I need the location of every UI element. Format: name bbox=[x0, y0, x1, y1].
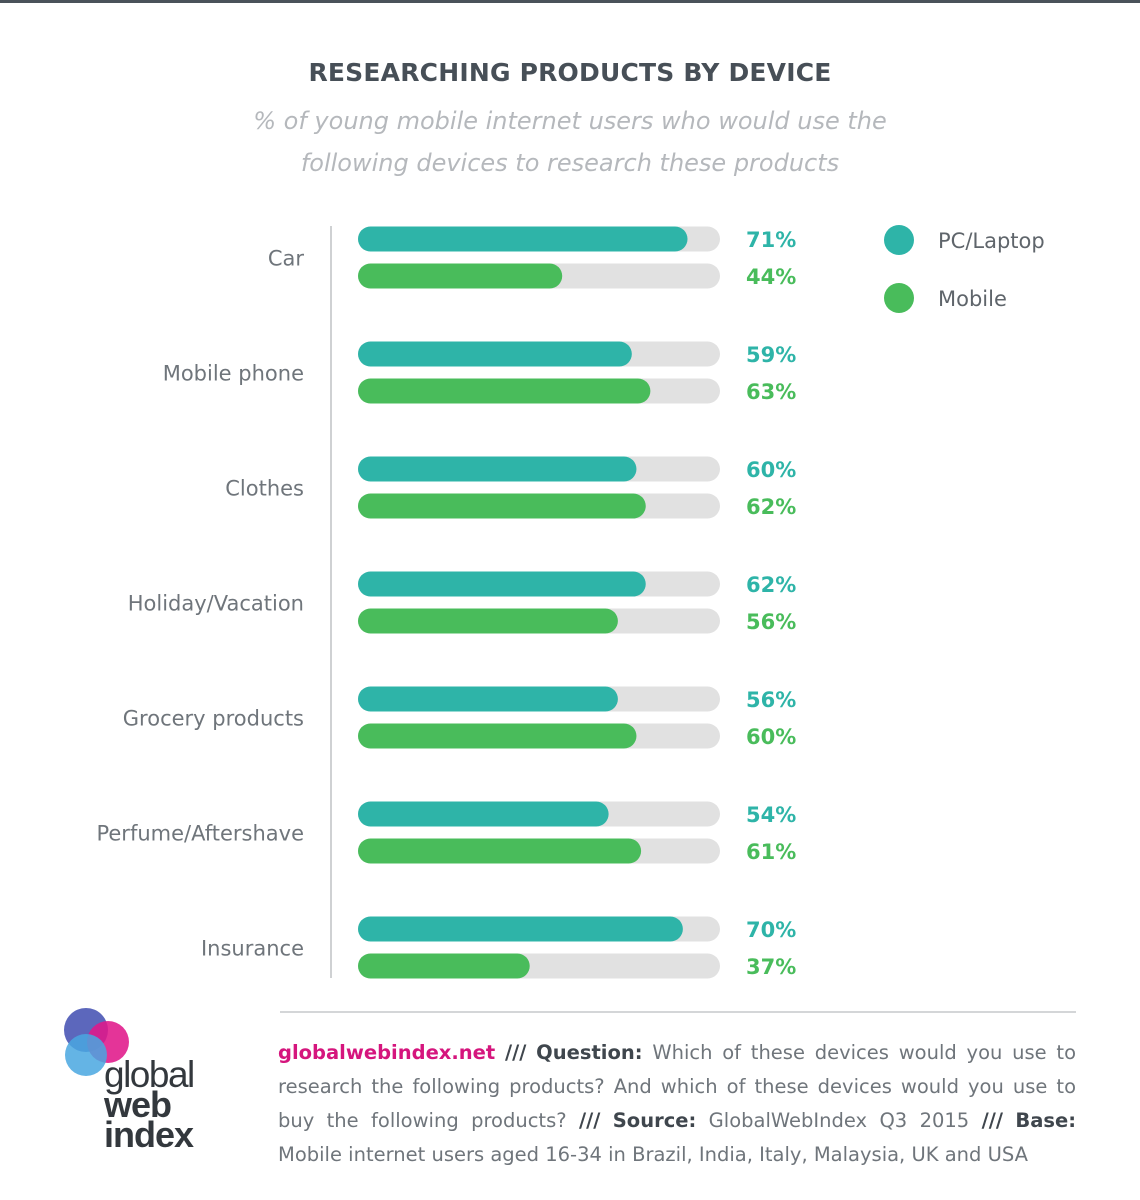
value-label-mobile: 56% bbox=[746, 610, 796, 634]
value-label-mobile: 37% bbox=[746, 955, 796, 979]
category-label: Perfume/Aftershave bbox=[96, 822, 304, 846]
value-label-pc-laptop: 56% bbox=[746, 688, 796, 712]
footer-separator: /// bbox=[981, 1109, 1003, 1132]
bar-pc-laptop bbox=[358, 456, 637, 482]
bar-mobile bbox=[358, 263, 563, 289]
bar-mobile bbox=[358, 493, 646, 519]
footer-question-key: Question: bbox=[536, 1041, 643, 1064]
legend-label-pc-laptop: PC/Laptop bbox=[938, 229, 1045, 253]
legend-label-mobile: Mobile bbox=[938, 287, 1007, 311]
bar-pc-laptop bbox=[358, 916, 683, 942]
footer-base-key: Base: bbox=[1015, 1109, 1077, 1132]
bar-mobile bbox=[358, 723, 637, 749]
category-label: Clothes bbox=[225, 477, 304, 501]
footer-source-text: GlobalWebIndex Q3 2015 bbox=[708, 1109, 970, 1132]
bar-pc-laptop bbox=[358, 686, 618, 712]
legend-swatch-pc-laptop bbox=[884, 225, 914, 255]
value-label-mobile: 61% bbox=[746, 840, 796, 864]
bar-pc-laptop bbox=[358, 341, 632, 367]
category-label: Mobile phone bbox=[163, 362, 304, 386]
bar-pc-laptop bbox=[358, 801, 609, 827]
bar-chart: Car 71% 44% Mobile phone 59% 63% Clothes 60% 62%… bbox=[96, 225, 1045, 979]
bar-mobile bbox=[358, 838, 642, 864]
category-label: Grocery products bbox=[123, 707, 304, 731]
logo-circles-icon bbox=[64, 1008, 129, 1076]
logo-word-index: index bbox=[104, 1114, 194, 1155]
value-label-mobile: 62% bbox=[746, 495, 796, 519]
value-label-pc-laptop: 60% bbox=[746, 458, 796, 482]
category-label: Insurance bbox=[201, 937, 304, 961]
footer-site-link[interactable]: globalwebindex.net bbox=[278, 1041, 496, 1064]
category-label: Holiday/Vacation bbox=[128, 592, 304, 616]
top-border bbox=[0, 0, 1140, 3]
footer-base-text: Mobile internet users aged 16-34 in Braz… bbox=[278, 1143, 1028, 1166]
value-label-mobile: 63% bbox=[746, 380, 796, 404]
footer-note: globalwebindex.net /// Question: Which o… bbox=[278, 1036, 1076, 1172]
bar-mobile bbox=[358, 378, 651, 404]
value-label-pc-laptop: 54% bbox=[746, 803, 796, 827]
category-label: Car bbox=[268, 247, 305, 271]
chart-subtitle: % of young mobile internet users who wou… bbox=[253, 107, 887, 177]
value-label-pc-laptop: 59% bbox=[746, 343, 796, 367]
bar-pc-laptop bbox=[358, 571, 646, 597]
value-label-mobile: 60% bbox=[746, 725, 796, 749]
footer-source-key: Source: bbox=[612, 1109, 697, 1132]
footer-divider bbox=[280, 1011, 1076, 1013]
footer-separator: /// bbox=[578, 1109, 601, 1132]
bar-pc-laptop bbox=[358, 226, 688, 252]
value-label-pc-laptop: 70% bbox=[746, 918, 796, 942]
bar-mobile bbox=[358, 608, 618, 634]
legend-swatch-mobile bbox=[884, 283, 914, 313]
value-label-mobile: 44% bbox=[746, 265, 796, 289]
logo-word-web: web bbox=[104, 1084, 172, 1125]
footer-separator: /// bbox=[505, 1041, 527, 1064]
value-label-pc-laptop: 71% bbox=[746, 228, 796, 252]
logo-word-global: global bbox=[104, 1054, 195, 1095]
value-label-pc-laptop: 62% bbox=[746, 573, 796, 597]
footer-question-text: Which of these devices would you use to … bbox=[278, 1041, 1076, 1132]
bar-mobile bbox=[358, 953, 530, 979]
chart-title: RESEARCHING PRODUCTS BY DEVICE bbox=[308, 58, 832, 87]
globalwebindex-logo: global web index bbox=[58, 1008, 228, 1168]
